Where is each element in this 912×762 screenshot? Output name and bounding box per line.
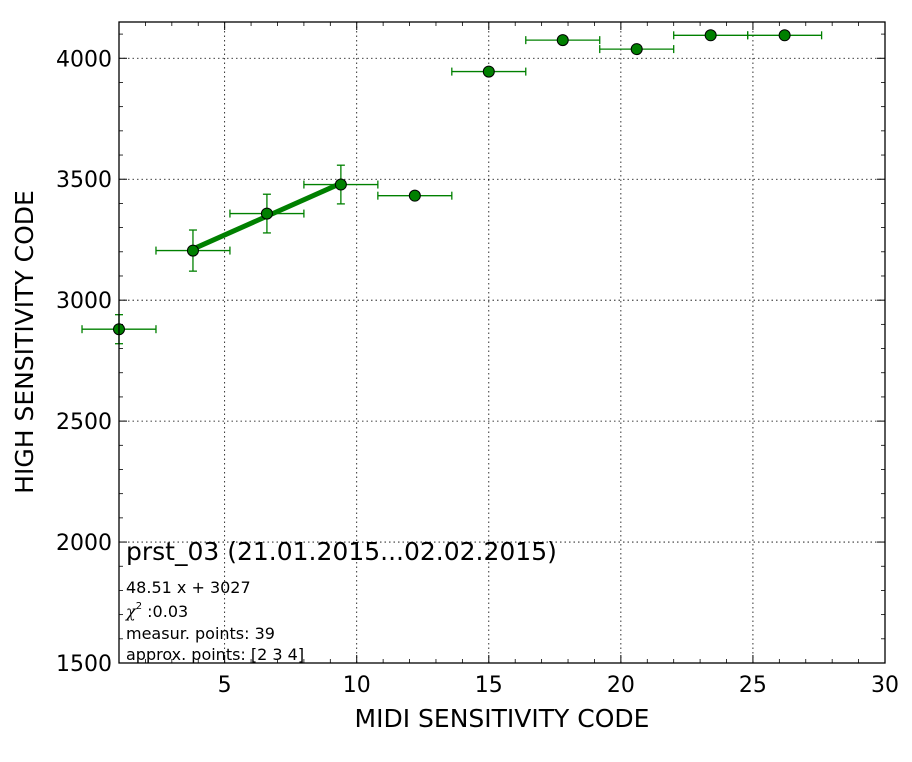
tick-labels: 5 10 15 20 25 30 1500 2000 2500 3000 3500 4000 — [56, 47, 899, 698]
data-point — [556, 34, 569, 47]
data-point — [260, 207, 273, 220]
fit-equation: 48.51 x + 3027 — [126, 578, 251, 597]
x-tick-label: 15 — [475, 673, 503, 698]
x-axis-title: MIDI SENSITIVITY CODE — [355, 704, 650, 733]
chi-value: :0.03 — [142, 602, 188, 621]
x-tick-label: 30 — [871, 673, 899, 698]
chi-symbol: χ — [125, 602, 137, 621]
x-tick-label: 10 — [343, 673, 371, 698]
y-axis-title: HIGH SENSITIVITY CODE — [10, 190, 39, 494]
y-tick-label: 1500 — [56, 652, 112, 677]
y-tick-label: 3500 — [56, 168, 112, 193]
errorbars — [81, 31, 823, 345]
data-point — [186, 244, 199, 257]
grid — [119, 22, 885, 663]
data-point — [630, 43, 643, 56]
chi-square-label: χ2 :0.03 — [125, 601, 188, 621]
data-point — [704, 29, 717, 42]
y-tick-label: 4000 — [56, 47, 112, 72]
plot-frame — [118, 21, 886, 664]
data-points — [113, 29, 791, 336]
x-tick-label: 20 — [607, 673, 635, 698]
measured-points-label: measur. points: 39 — [126, 624, 275, 643]
y-tick-label: 3000 — [56, 289, 112, 314]
chi-exponent: 2 — [136, 601, 142, 612]
y-tick-label: 2500 — [56, 410, 112, 435]
approx-points-label: approx. points: [2 3 4] — [126, 645, 304, 664]
ticks — [118, 22, 886, 664]
annotation: prst_03 (21.01.2015...02.02.2015) 48.51 … — [125, 537, 557, 664]
data-point — [778, 29, 791, 42]
data-point — [408, 189, 421, 202]
x-tick-label: 5 — [218, 673, 232, 698]
y-tick-label: 2000 — [56, 531, 112, 556]
x-tick-label: 25 — [739, 673, 767, 698]
data-point — [482, 65, 495, 78]
annotation-title: prst_03 (21.01.2015...02.02.2015) — [126, 537, 557, 566]
data-point — [334, 178, 347, 191]
